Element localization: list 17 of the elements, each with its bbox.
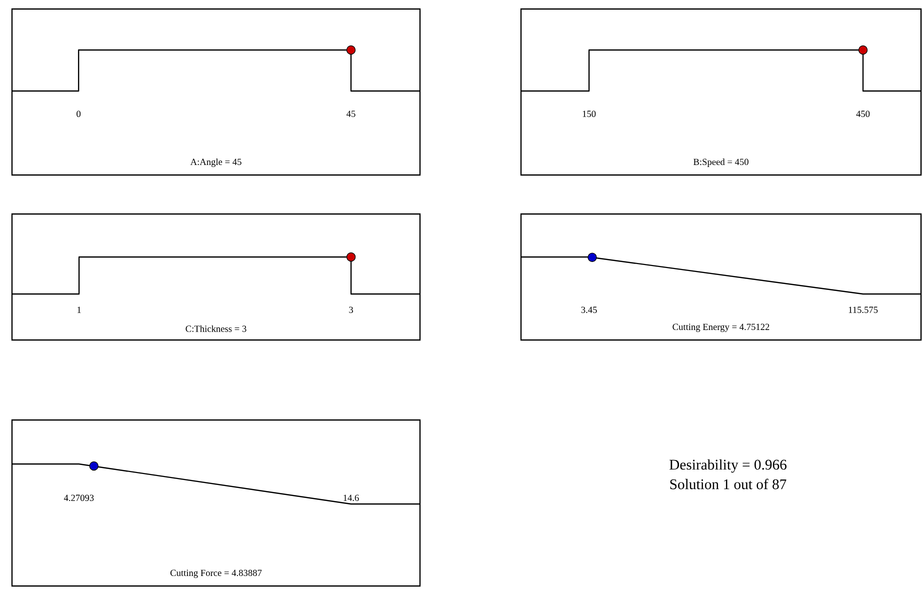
x-axis-title: B:Speed = 450	[694, 158, 748, 167]
x-tick-label: 3.45	[581, 306, 597, 314]
text: Solution 1 out of 87	[670, 478, 786, 490]
x-tick-label: 4.27093	[64, 494, 94, 502]
x-axis-title: C:Thickness = 3	[186, 325, 246, 332]
x-axis-title: A:Angle = 45	[190, 158, 242, 167]
x-tick-label: 3	[349, 306, 354, 313]
x-axis-title: Cutting Energy = 4.75122	[672, 324, 770, 332]
x-tick-label: 0	[76, 110, 81, 117]
x-tick-label: 14.6	[344, 494, 359, 502]
x-tick-label: 1	[78, 306, 81, 313]
x-tick-label: 115.575	[848, 306, 878, 313]
x-tick-label: 150	[582, 110, 596, 117]
x-tick-label: 450	[856, 110, 870, 117]
x-axis-title: Cutting Force = 4.83887	[170, 570, 262, 578]
x-tick-label: 45	[346, 110, 356, 117]
text: Desirability = 0.966	[670, 459, 787, 473]
